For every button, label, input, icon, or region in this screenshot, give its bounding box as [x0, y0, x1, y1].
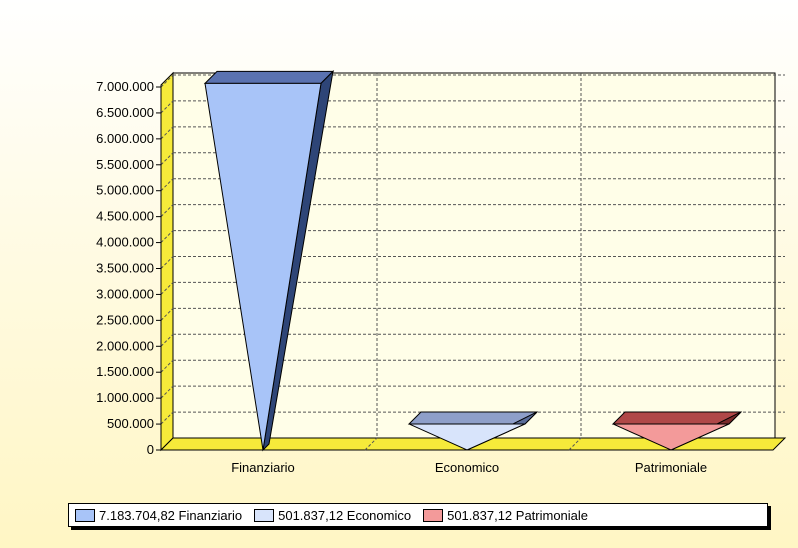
- grid-line-left-7: [160, 256, 174, 269]
- y-tick-label-12: 6.000.000: [96, 131, 154, 146]
- grid-line-left-5: [160, 308, 174, 321]
- y-tick-label-8: 4.000.000: [96, 235, 154, 250]
- y-tick-label-2: 1.000.000: [96, 390, 154, 405]
- grid-line-left-8: [160, 230, 174, 243]
- grid-line-left-12: [160, 126, 174, 140]
- legend-swatch-economico: [254, 508, 275, 522]
- grid-line-left-4: [160, 333, 174, 347]
- bar-finanziario: [204, 82, 322, 451]
- x-tick-label-finanziario: Finanziario: [231, 460, 295, 475]
- y-tick-label-11: 5.500.000: [96, 157, 154, 172]
- v-grid-floor-2: [568, 437, 582, 451]
- left-wall: [160, 71, 174, 452]
- y-tick-label-4: 2.000.000: [96, 338, 154, 353]
- y-tick-label-5: 2.500.000: [96, 312, 154, 327]
- bar-top-finanziario: [203, 70, 335, 84]
- legend-label-patrimoniale: 501.837,12 Patrimoniale: [447, 507, 589, 523]
- y-tick-label-3: 1.500.000: [96, 364, 154, 379]
- legend-label-economico: 501.837,12 Economico: [278, 507, 412, 523]
- grid-line-left-13: [160, 100, 174, 114]
- legend-swatch-patrimoniale: [423, 508, 444, 522]
- y-tick-label-9: 4.500.000: [96, 209, 154, 224]
- bar-patrimoniale: [612, 423, 730, 451]
- grid-line-left-11: [160, 152, 174, 166]
- grid-line-left-3: [160, 359, 174, 373]
- y-tick-label-14: 7.000.000: [96, 79, 154, 94]
- legend-item-patrimoniale: 501.837,12 Patrimoniale: [423, 508, 588, 523]
- grid-line-left-10: [160, 178, 174, 192]
- y-tick-label-6: 3.000.000: [96, 286, 154, 301]
- grid-line-left-6: [160, 282, 174, 295]
- legend: 7.183.704,82 Finanziario 501.837,12 Econ…: [68, 503, 768, 527]
- y-tick-label-1: 500.000: [107, 416, 154, 431]
- legend-item-finanziario: 7.183.704,82 Finanziario: [75, 508, 242, 523]
- y-tick-label-10: 5.000.000: [96, 183, 154, 198]
- grid-line-left-1: [160, 411, 174, 425]
- grid-line-left-2: [160, 385, 174, 399]
- bar-economico: [408, 423, 526, 451]
- y-tick-label-0: 0: [147, 442, 154, 457]
- y-tick-label-13: 6.500.000: [96, 105, 154, 120]
- legend-swatch-finanziario: [75, 508, 95, 522]
- x-tick-label-economico: Economico: [435, 460, 499, 475]
- legend-item-economico: 501.837,12 Economico: [254, 508, 411, 523]
- y-tick-label-7: 3.500.000: [96, 261, 154, 276]
- grid-line-left-9: [160, 204, 174, 217]
- legend-label-finanziario: 7.183.704,82 Finanziario: [99, 507, 243, 523]
- x-tick-label-patrimoniale: Patrimoniale: [635, 460, 707, 475]
- v-grid-floor-1: [364, 437, 378, 451]
- grid-line-left-14: [160, 74, 174, 88]
